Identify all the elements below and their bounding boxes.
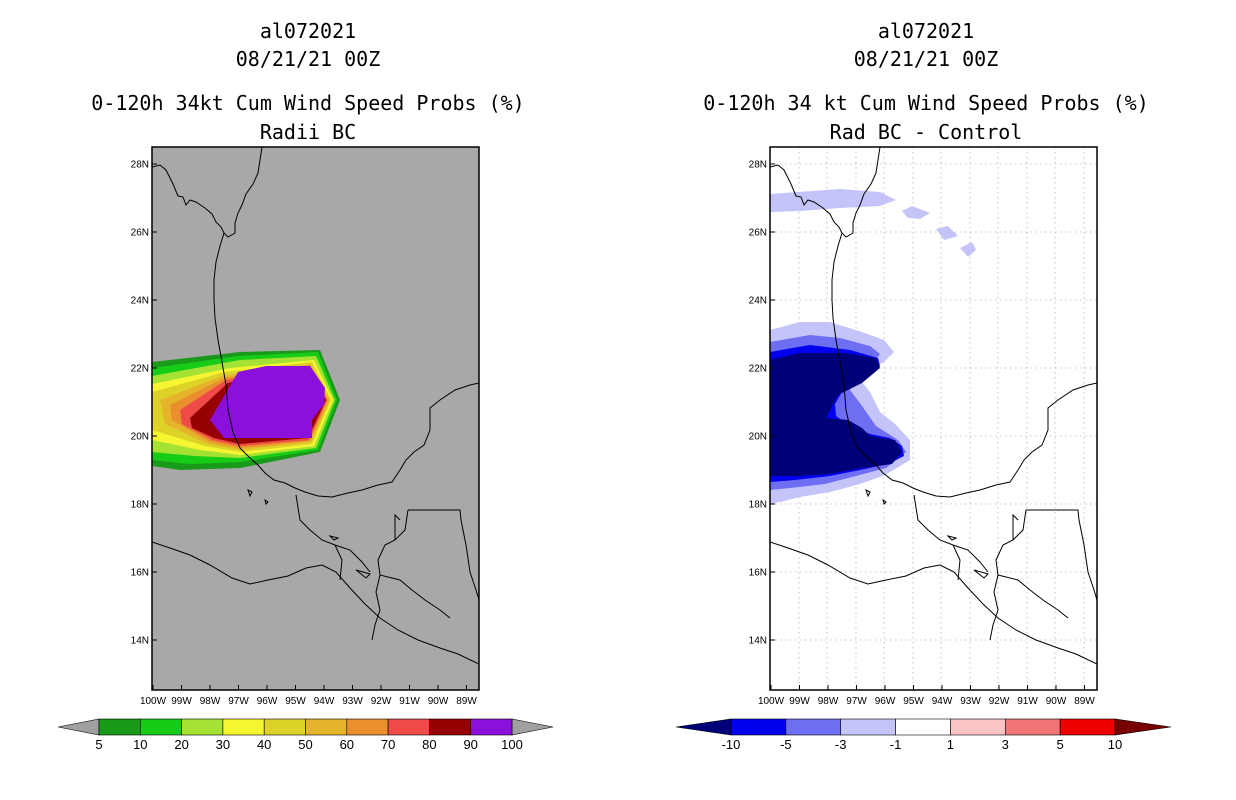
right-colorbar-label: -10 — [722, 737, 741, 752]
left-colorbar-over-arrow — [511, 718, 554, 736]
left-map — [151, 146, 480, 691]
right-colorbar-over-arrow — [1114, 718, 1172, 736]
right-lon-label: 94W — [932, 696, 953, 707]
right-title: 0-120h 34 kt Cum Wind Speed Probs (%) — [703, 91, 1149, 115]
left-lon-label: 100W — [140, 696, 167, 707]
left-lat-label: 14N — [131, 636, 149, 647]
left-lon-label: 90W — [428, 696, 449, 707]
left-lon-label: 89W — [456, 696, 477, 707]
right-difference-field — [770, 189, 976, 504]
left-colorbar-box — [98, 718, 141, 736]
left-colorbar-label: 50 — [298, 737, 312, 752]
left-colorbar-box — [346, 718, 389, 736]
right-colorbar-box — [785, 718, 842, 736]
right-colorbar-label: -1 — [890, 737, 902, 752]
left-lon-label: 97W — [228, 696, 249, 707]
left-lon-label: 98W — [200, 696, 221, 707]
left-lat-label: 16N — [131, 568, 149, 579]
right-colorbar-label: -3 — [835, 737, 847, 752]
left-lat-label: 18N — [131, 500, 149, 511]
right-colorbar-box — [1004, 718, 1061, 736]
left-lat-label: 20N — [131, 432, 149, 443]
right-lat-label: 22N — [749, 364, 767, 375]
left-colorbar-label: 80 — [422, 737, 436, 752]
right-colorbar: -10 -5 -3 -1 1 3 5 10 — [675, 718, 1172, 752]
left-colorbar-under-arrow — [57, 718, 100, 736]
right-map — [769, 146, 1098, 691]
left-lon-label: 94W — [314, 696, 335, 707]
right-lat-label: 18N — [749, 500, 767, 511]
left-colorbar: 5 10 20 30 40 50 60 70 80 90 100 — [57, 718, 554, 752]
right-lon-label: 96W — [875, 696, 896, 707]
left-colorbar-label: 30 — [216, 737, 230, 752]
right-subtitle: Rad BC - Control — [829, 120, 1023, 144]
left-storm-id: al072021 — [259, 19, 357, 43]
right-lat-label: 14N — [749, 636, 767, 647]
right-lon-label: 98W — [818, 696, 839, 707]
left-colorbar-box — [140, 718, 182, 736]
left-colorbar-box — [305, 718, 348, 736]
left-subtitle: Radii BC — [259, 120, 357, 144]
right-colorbar-box — [730, 718, 787, 736]
left-colorbar-label: 40 — [257, 737, 271, 752]
left-datetime: 08/21/21 00Z — [235, 47, 381, 71]
right-colorbar-label: 3 — [1002, 737, 1009, 752]
left-lon-label: 95W — [285, 696, 306, 707]
left-lon-label: 92W — [371, 696, 392, 707]
left-lon-label: 96W — [257, 696, 278, 707]
left-colorbar-label: 5 — [95, 737, 102, 752]
right-colorbar-box — [840, 718, 896, 736]
left-colorbar-box — [387, 718, 430, 736]
right-lon-label: 95W — [903, 696, 924, 707]
right-lat-label: 20N — [749, 432, 767, 443]
right-lon-label: 91W — [1017, 696, 1038, 707]
right-colorbar-label: -5 — [780, 737, 792, 752]
right-colorbar-box — [950, 718, 1006, 736]
right-lon-label: 100W — [758, 696, 785, 707]
right-lon-label: 93W — [960, 696, 981, 707]
left-colorbar-label: 10 — [133, 737, 147, 752]
left-colorbar-box — [263, 718, 306, 736]
right-datetime: 08/21/21 00Z — [853, 47, 999, 71]
right-lat-label: 16N — [749, 568, 767, 579]
right-colorbar-box — [895, 718, 951, 736]
left-map-frame — [151, 146, 480, 691]
left-probability-field — [152, 350, 340, 470]
right-colorbar-box — [1059, 718, 1116, 736]
left-lat-label: 22N — [131, 364, 149, 375]
right-storm-id: al072021 — [877, 19, 975, 43]
left-colorbar-label: 70 — [381, 737, 395, 752]
left-lat-label: 28N — [131, 160, 149, 171]
right-colorbar-under-arrow — [675, 718, 732, 736]
left-lat-label: 26N — [131, 228, 149, 239]
left-lon-label: 93W — [342, 696, 363, 707]
right-colorbar-label: 1 — [947, 737, 954, 752]
right-colorbar-label: 5 — [1057, 737, 1064, 752]
left-colorbar-box — [470, 718, 513, 736]
left-colorbar-label: 60 — [340, 737, 354, 752]
right-colorbar-label: 10 — [1108, 737, 1122, 752]
left-colorbar-label: 20 — [174, 737, 188, 752]
left-lon-label: 91W — [399, 696, 420, 707]
right-lat-label: 26N — [749, 228, 767, 239]
left-colorbar-box — [181, 718, 224, 736]
right-map-frame — [769, 146, 1098, 691]
right-lon-label: 90W — [1046, 696, 1067, 707]
right-lat-label: 24N — [749, 296, 767, 307]
left-colorbar-box — [222, 718, 265, 736]
right-lon-label: 89W — [1074, 696, 1095, 707]
left-colorbar-label: 90 — [463, 737, 477, 752]
left-colorbar-box — [429, 718, 471, 736]
axis-labels: 28N 26N 24N 22N 20N 18N 16N 14N 100W 99W 98W 97W 96W… — [131, 160, 1096, 708]
right-lat-label: 28N — [749, 160, 767, 171]
left-colorbar-label: 100 — [501, 737, 523, 752]
right-lon-label: 92W — [989, 696, 1010, 707]
left-lon-label: 99W — [171, 696, 192, 707]
left-lat-label: 24N — [131, 296, 149, 307]
left-title: 0-120h 34kt Cum Wind Speed Probs (%) — [91, 91, 525, 115]
right-lon-label: 99W — [789, 696, 810, 707]
right-lon-label: 97W — [846, 696, 867, 707]
